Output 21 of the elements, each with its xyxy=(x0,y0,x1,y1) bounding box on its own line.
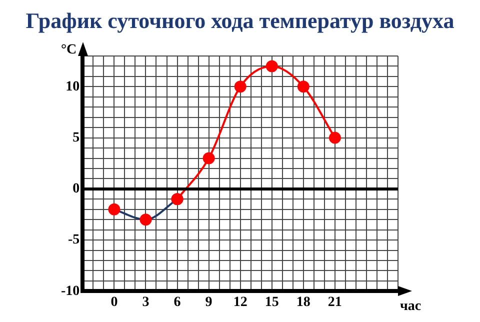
y-tick-label: -5 xyxy=(68,232,80,248)
x-tick-label: 21 xyxy=(328,295,342,310)
x-tick-label: 3 xyxy=(142,295,150,310)
point xyxy=(266,60,278,72)
y-tick-label: 0 xyxy=(72,182,80,197)
x-tick-label: 6 xyxy=(174,295,181,310)
x-tick-label: 18 xyxy=(296,295,310,310)
point xyxy=(234,80,246,93)
x-tick-label: 9 xyxy=(205,295,212,310)
y-axis-title: °C xyxy=(60,42,77,58)
point xyxy=(297,80,310,93)
x-tick-label: 15 xyxy=(264,295,279,310)
x-tick-label: 12 xyxy=(233,295,248,310)
y-tick-label: -10 xyxy=(60,284,80,299)
y-tick-label: 5 xyxy=(72,130,80,146)
chart-title: График суточного хода температур воздуха xyxy=(24,8,456,34)
x-axis-title: час xyxy=(400,298,422,314)
x-tick-label: 0 xyxy=(110,295,118,310)
point xyxy=(202,152,215,164)
point xyxy=(328,132,341,144)
y-tick-label: 10 xyxy=(66,79,80,94)
